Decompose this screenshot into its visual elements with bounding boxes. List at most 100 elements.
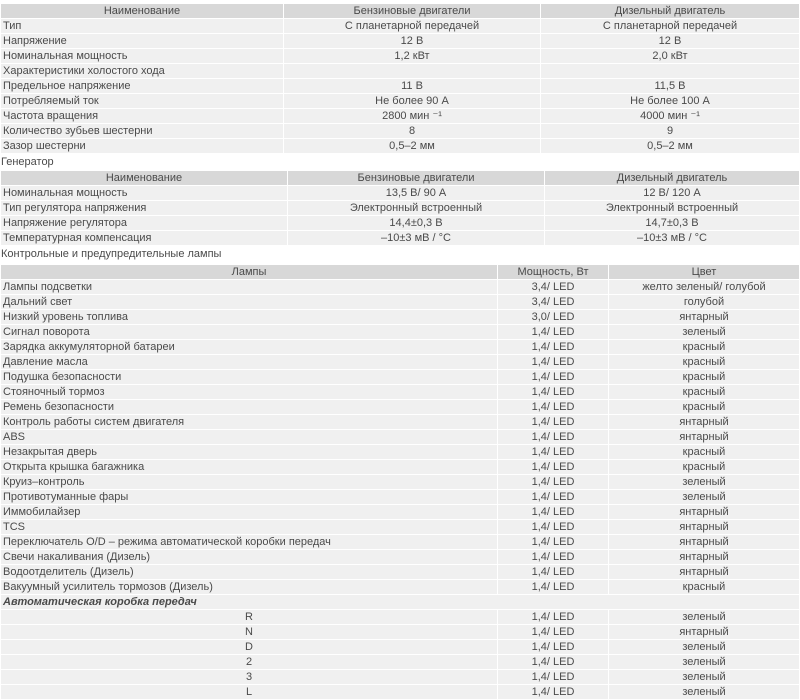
table-row: Стояночный тормоз 1,4/ LED красный: [0, 384, 800, 400]
table-cell: 3,4/ LED: [497, 294, 609, 310]
table-row: Зазор шестерни 0,5–2 мм 0,5–2 мм: [0, 138, 800, 154]
table-row: Давление масла 1,4/ LED красный: [0, 354, 800, 370]
table-row: Дальний свет 3,4/ LED голубой: [0, 294, 800, 310]
table-cell: красный: [608, 339, 800, 355]
table-cell: Электронный встроенный: [287, 200, 545, 216]
table-row: Ремень безопасности 1,4/ LED красный: [0, 399, 800, 415]
table-row: Лампы подсветки 3,4/ LED желто зеленый/ го…: [0, 279, 800, 295]
table-cell: Электронный встроенный: [544, 200, 800, 216]
table-cell: Дальний свет: [0, 294, 498, 310]
table-row: Низкий уровень топлива 3,0/ LED янтарный: [0, 309, 800, 325]
table-cell: янтарный: [608, 429, 800, 445]
table-cell: 9: [540, 123, 800, 139]
table-cell: 14,7±0,3 В: [544, 215, 800, 231]
table-cell: Потребляемый ток: [0, 93, 284, 109]
table-cell: [283, 63, 541, 79]
column-header: Наименование: [0, 170, 288, 186]
table-cell: 1,4/ LED: [497, 369, 609, 385]
table-cell: 1,4/ LED: [497, 564, 609, 580]
table-row: Зарядка аккумуляторной батареи 1,4/ LED кр…: [0, 339, 800, 355]
table-cell: 1,4/ LED: [497, 534, 609, 550]
table-cell: 1,4/ LED: [497, 324, 609, 340]
table-cell: Свечи накаливания (Дизель): [0, 549, 498, 565]
table-row: Напряжение 12 В 12 В: [0, 33, 800, 49]
table-cell: 1,4/ LED: [497, 504, 609, 520]
table-cell: 1,4/ LED: [497, 519, 609, 535]
table-cell: зеленый: [608, 489, 800, 505]
table-cell: Характеристики холостого хода: [0, 63, 284, 79]
table-cell: 12 В: [283, 33, 541, 49]
table-cell: Тип регулятора напряжения: [0, 200, 288, 216]
table-cell: зеленый: [608, 324, 800, 340]
column-header: Дизельный двигатель: [544, 170, 800, 186]
table-cell: 12 В/ 120 А: [544, 185, 800, 201]
table-cell: 1,4/ LED: [497, 624, 609, 640]
table-cell: 2800 мин ⁻¹: [283, 108, 541, 124]
table-cell: Незакрытая дверь: [0, 444, 498, 460]
table-row: Круиз–контроль 1,4/ LED зеленый: [0, 474, 800, 490]
starter-table: Наименование Бензиновые двигатели Дизельны…: [0, 3, 800, 154]
table-cell: 1,4/ LED: [497, 549, 609, 565]
table-cell: 1,4/ LED: [497, 579, 609, 595]
column-header: Мощность, Вт: [497, 264, 609, 280]
table-row: Иммобилайзер 1,4/ LED янтарный: [0, 504, 800, 520]
table-cell: янтарный: [608, 414, 800, 430]
table-cell: красный: [608, 354, 800, 370]
table-cell: 0,5–2 мм: [283, 138, 541, 154]
table-cell: Открыта крышка багажника: [0, 459, 498, 475]
table-cell: янтарный: [608, 504, 800, 520]
section-row: Автоматическая коробка передач: [0, 594, 800, 610]
table-cell: янтарный: [608, 549, 800, 565]
table-cell: 3,4/ LED: [497, 279, 609, 295]
table-cell: красный: [608, 399, 800, 415]
table-cell: 1,4/ LED: [497, 354, 609, 370]
table-cell: Количество зубьев шестерни: [0, 123, 284, 139]
table-cell: Переключатель O/D – режима автоматическо…: [0, 534, 498, 550]
table-cell: Частота вращения: [0, 108, 284, 124]
table-cell: N: [0, 624, 498, 640]
column-header: Наименование: [0, 3, 284, 19]
table-cell: 1,4/ LED: [497, 399, 609, 415]
table-cell: янтарный: [608, 534, 800, 550]
column-header: Бензиновые двигатели: [287, 170, 545, 186]
table-cell: 12 В: [540, 33, 800, 49]
table-row: TCS 1,4/ LED янтарный: [0, 519, 800, 535]
table-cell: –10±3 мВ / °C: [544, 230, 800, 246]
table-cell: 1,4/ LED: [497, 639, 609, 655]
table-cell: 1,4/ LED: [497, 414, 609, 430]
table-row: Открыта крышка багажника 1,4/ LED красный: [0, 459, 800, 475]
table-cell: Сигнал поворота: [0, 324, 498, 340]
table-cell: 1,4/ LED: [497, 684, 609, 700]
generator-table: Наименование Бензиновые двигатели Дизельны…: [0, 170, 800, 246]
table-cell: 0,5–2 мм: [540, 138, 800, 154]
table-row: ABS 1,4/ LED янтарный: [0, 429, 800, 445]
table-row: Вакуумный усилитель тормозов (Дизель) 1,4…: [0, 579, 800, 595]
table-cell: янтарный: [608, 309, 800, 325]
table-cell: красный: [608, 579, 800, 595]
table-row: Подушка безопасности 1,4/ LED красный: [0, 369, 800, 385]
table-cell: Водоотделитель (Дизель): [0, 564, 498, 580]
table-row: Потребляемый ток Не более 90 А Не более 10…: [0, 93, 800, 109]
lamps-caption: Контрольные и предупредительные лампы: [1, 248, 222, 260]
table-cell: зеленый: [608, 639, 800, 655]
lamps-table: Лампы Мощность, Вт Цвет Лампы подсветки 3,4/…: [0, 264, 800, 700]
table-cell: Номинальная мощность: [0, 48, 284, 64]
table-cell: 3,0/ LED: [497, 309, 609, 325]
table-cell: Круиз–контроль: [0, 474, 498, 490]
table-cell: Низкий уровень топлива: [0, 309, 498, 325]
table-cell: 1,4/ LED: [497, 459, 609, 475]
table-cell: Ремень безопасности: [0, 399, 498, 415]
table-row: Свечи накаливания (Дизель) 1,4/ LED янтарн…: [0, 549, 800, 565]
table-cell: Не более 90 А: [283, 93, 541, 109]
table-row: Частота вращения 2800 мин ⁻¹ 4000 мин ⁻¹: [0, 108, 800, 124]
table-row: Напряжение регулятора 14,4±0,3 В 14,7±0,3 …: [0, 215, 800, 231]
table-cell: 11,5 В: [540, 78, 800, 94]
table-row: Водоотделитель (Дизель) 1,4/ LED янтарный: [0, 564, 800, 580]
column-header: Дизельный двигатель: [540, 3, 800, 19]
table-cell: D: [0, 639, 498, 655]
table-cell: 1,4/ LED: [497, 429, 609, 445]
table-cell: [540, 63, 800, 79]
table-cell: 4000 мин ⁻¹: [540, 108, 800, 124]
table-row: Сигнал поворота 1,4/ LED зеленый: [0, 324, 800, 340]
table-row: Номинальная мощность 13,5 В/ 90 А 12 В/ 12…: [0, 185, 800, 201]
